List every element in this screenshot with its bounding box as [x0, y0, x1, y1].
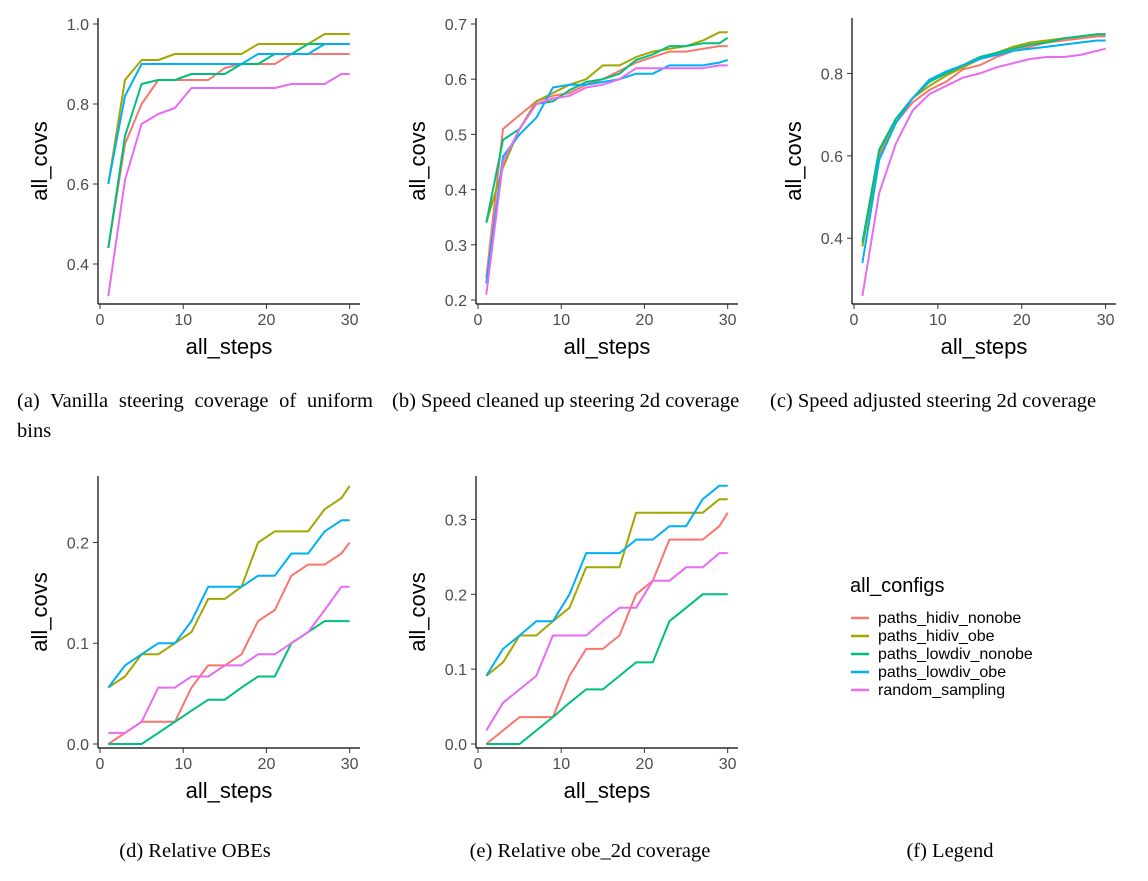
x-tick-label: 30	[1097, 312, 1115, 329]
series-line-paths-hidiv-nonobe	[861, 35, 1106, 247]
series-line-random-sampling	[108, 585, 350, 734]
series-line-random-sampling	[861, 47, 1106, 297]
series-line-paths-hidiv-nonobe	[485, 512, 729, 745]
x-tick-label: 0	[96, 312, 105, 329]
x-axis-label: all_steps	[564, 778, 651, 803]
series-line-paths-lowdiv-nonobe	[108, 620, 350, 745]
series-line-random-sampling	[107, 73, 350, 297]
y-tick-label: 0.6	[445, 72, 467, 89]
y-tick-label: 0.7	[445, 17, 467, 34]
x-tick-label: 20	[258, 312, 276, 329]
chart-c: 0.4 0.6 0.8 0 10 20 30 all_steps all_covs	[781, 18, 1116, 359]
y-tick-label: 0.2	[67, 535, 89, 552]
chart-a: 0.4 0.6 0.8 1.0 0 10 20 30 all_steps all_covs	[27, 17, 360, 359]
series-line-random-sampling	[485, 552, 728, 732]
y-tick-label: 0.6	[821, 149, 843, 166]
x-tick-label: 30	[341, 756, 359, 773]
series-line-paths-hidiv-obe	[107, 485, 351, 689]
y-tick-label: 0.6	[67, 177, 89, 194]
y-tick-label: 0.2	[445, 587, 467, 604]
caption-e: (e) Relative obe_2d coverage	[469, 840, 711, 862]
series-line-random-sampling	[485, 64, 728, 295]
y-tick-label: 0.8	[67, 97, 89, 114]
y-tick-label: 0.2	[445, 293, 467, 310]
legend-title: all_configs	[850, 575, 945, 597]
x-tick-label: 30	[719, 312, 737, 329]
series-line-paths-lowdiv-nonobe	[861, 33, 1106, 243]
x-tick-label: 10	[552, 312, 570, 329]
y-tick-label: 0.8	[821, 66, 843, 83]
series-line-paths-lowdiv-obe	[485, 484, 728, 677]
x-tick-label: 20	[1013, 312, 1031, 329]
legend-label-random-sampling: random_sampling	[878, 682, 1005, 699]
y-tick-label: 0.4	[67, 257, 89, 274]
legend-label-paths-lowdiv-obe: paths_lowdiv_obe	[878, 664, 1006, 681]
x-tick-label: 0	[474, 756, 483, 773]
x-axis-label: all_steps	[564, 334, 651, 359]
y-tick-label: 1.0	[67, 17, 89, 34]
y-tick-label: 0.4	[821, 231, 843, 248]
caption-c: (c) Speed adjusted steering 2d coverage	[770, 390, 1097, 412]
caption-a: (a) Vanilla steering coverage of uniform…	[17, 390, 373, 442]
series-line-paths-hidiv-obe	[861, 33, 1106, 247]
x-tick-label: 30	[719, 756, 737, 773]
x-tick-label: 0	[850, 312, 859, 329]
legend-label-paths-lowdiv-nonobe: paths_lowdiv_nonobe	[878, 646, 1033, 663]
series-line-paths-hidiv-obe	[107, 33, 350, 185]
series-line-paths-lowdiv-nonobe	[107, 43, 350, 249]
legend: all_configs paths_hidiv_nonobepaths_hidi…	[850, 575, 1033, 699]
y-tick-label: 0.3	[445, 512, 467, 529]
x-tick-label: 10	[552, 756, 570, 773]
x-axis-label: all_steps	[941, 334, 1028, 359]
y-tick-label: 0.3	[445, 238, 467, 255]
caption-d: (d) Relative OBEs	[119, 840, 271, 862]
x-tick-label: 20	[258, 756, 276, 773]
chart-d: 0.0 0.1 0.2 0 10 20 30 all_steps all_covs	[27, 476, 360, 803]
series-line-paths-hidiv-nonobe	[107, 541, 351, 745]
x-tick-label: 0	[96, 756, 105, 773]
x-tick-label: 20	[636, 312, 654, 329]
x-axis-label: all_steps	[186, 334, 273, 359]
y-axis-label: all_covs	[27, 572, 52, 651]
x-tick-label: 10	[174, 756, 192, 773]
legend-label-paths-hidiv-obe: paths_hidiv_obe	[878, 628, 995, 645]
y-tick-label: 0.0	[67, 737, 89, 754]
y-tick-label: 0.5	[445, 127, 467, 144]
series-line-paths-hidiv-nonobe	[485, 45, 728, 279]
x-tick-label: 30	[341, 312, 359, 329]
y-axis-label: all_covs	[781, 121, 806, 200]
x-tick-label: 0	[474, 312, 483, 329]
x-axis-label: all_steps	[186, 778, 273, 803]
y-tick-label: 0.1	[67, 636, 89, 653]
y-tick-label: 0.0	[445, 737, 467, 754]
legend-label-paths-hidiv-nonobe: paths_hidiv_nonobe	[878, 610, 1021, 627]
y-axis-label: all_covs	[405, 121, 430, 200]
x-tick-label: 10	[929, 312, 947, 329]
series-line-paths-hidiv-obe	[485, 498, 728, 677]
caption-f: (f) Legend	[906, 840, 994, 862]
chart-e: 0.0 0.1 0.2 0.3 0 10 20 30 all_steps all_covs	[405, 476, 738, 803]
x-tick-label: 20	[636, 756, 654, 773]
y-axis-label: all_covs	[27, 121, 52, 200]
series-line-paths-lowdiv-obe	[485, 58, 729, 284]
plots-group: 0.40.60.81.00 10 20 30all_stepsall_covs0.20…	[27, 17, 1116, 803]
y-tick-label: 0.4	[445, 183, 467, 200]
series-line-paths-lowdiv-obe	[107, 519, 350, 689]
y-tick-label: 0.1	[445, 662, 467, 679]
series-line-paths-lowdiv-nonobe	[486, 593, 728, 745]
series-line-paths-hidiv-nonobe	[107, 53, 350, 249]
x-tick-label: 10	[174, 312, 192, 329]
series-line-paths-hidiv-obe	[485, 31, 728, 223]
caption-b: (b) Speed cleaned up steering 2d coverag…	[392, 390, 740, 412]
chart-b: 0.2 0.3 0.4 0.5 0.6 0.7 0 10 20 30 all_steps all_co…	[405, 17, 738, 359]
series-line-paths-lowdiv-obe	[861, 39, 1106, 264]
y-axis-label: all_covs	[405, 572, 430, 651]
series-line-paths-lowdiv-obe	[107, 43, 350, 185]
